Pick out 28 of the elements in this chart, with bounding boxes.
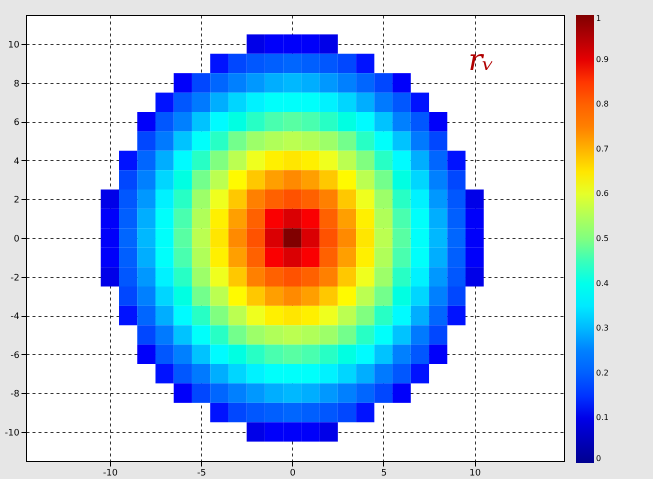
y-tick-label: -10 — [4, 428, 20, 438]
y-tick-label: -8 — [10, 390, 20, 400]
color-bar-label: 0.1 — [596, 413, 609, 422]
y-tick-label: 2 — [14, 196, 20, 206]
color-bar-label: 0.9 — [596, 54, 609, 64]
color-bar-label: 1 — [596, 14, 602, 23]
y-tick-label: 0 — [14, 234, 20, 244]
y-tick-label: 6 — [14, 118, 20, 128]
color-bar-label: 0.8 — [596, 100, 609, 109]
color-bar-label: 0.3 — [596, 324, 609, 333]
color-bar-label: 0 — [596, 454, 602, 463]
x-tick-label: 10 — [469, 468, 482, 478]
x-tick-label: -5 — [197, 468, 206, 478]
color-bar-label: 0.2 — [596, 368, 609, 378]
y-tick-label: 10 — [8, 40, 20, 51]
y-tick-label: 4 — [14, 156, 20, 167]
x-tick-label: 0 — [290, 468, 296, 478]
y-tick-label: -4 — [10, 312, 20, 322]
color-bar-label: 0.5 — [596, 234, 609, 243]
y-tick-label: -6 — [10, 350, 20, 361]
y-tick-label: 8 — [14, 79, 20, 90]
x-tick-label: -10 — [103, 468, 118, 478]
color-bar-label: 0.6 — [596, 189, 609, 198]
color-bar-label: 0.7 — [596, 144, 609, 154]
color-bar-label: 0.4 — [596, 278, 609, 288]
annotation: rᵥ — [468, 43, 494, 78]
x-tick-label: 5 — [381, 468, 387, 478]
y-tick-label: -2 — [10, 273, 20, 284]
